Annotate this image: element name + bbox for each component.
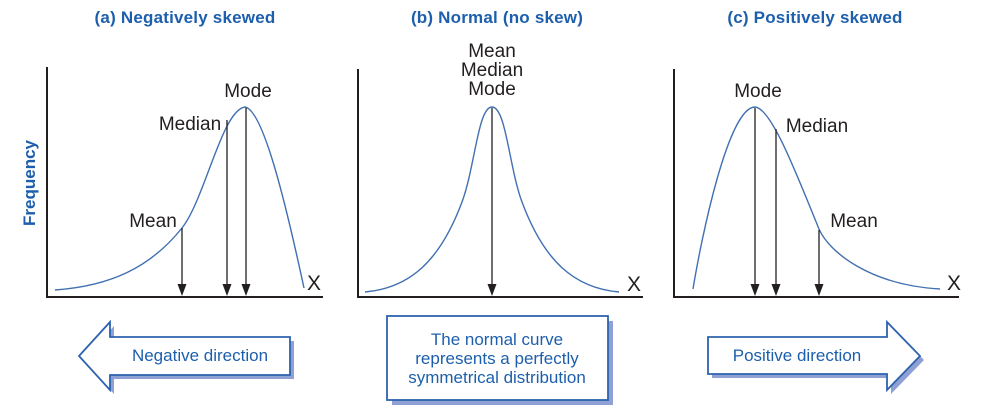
note-box bbox=[386, 315, 609, 401]
x-axis-label: X bbox=[947, 272, 961, 295]
density-curve bbox=[54, 106, 305, 291]
median-label: Median bbox=[159, 114, 221, 135]
negative-direction-callout: Negative direction bbox=[77, 319, 294, 394]
mode-marker-arrow bbox=[241, 108, 251, 296]
positive-direction-label: Positive direction bbox=[733, 346, 862, 365]
down-arrowhead-icon bbox=[750, 284, 760, 296]
median-marker-arrow bbox=[222, 120, 232, 296]
down-arrowhead-icon bbox=[222, 284, 232, 296]
median-label: Median bbox=[786, 116, 848, 137]
mode-label: Mode bbox=[224, 81, 272, 102]
mean-marker-arrow bbox=[177, 228, 187, 296]
panel-c-title: (c) Positively skewed bbox=[727, 8, 903, 27]
mean-label: Mean bbox=[830, 211, 878, 232]
down-arrowhead-icon bbox=[177, 284, 187, 296]
down-arrowhead-icon bbox=[814, 284, 824, 296]
density-curve bbox=[364, 106, 620, 293]
direction-callouts: Negative direction The normal curve repr… bbox=[77, 315, 924, 405]
mean-label: Mean bbox=[129, 211, 177, 232]
mode-label: Mode bbox=[468, 79, 516, 100]
mean-label: Mean bbox=[468, 41, 516, 62]
note-line-3: symmetrical distribution bbox=[408, 368, 586, 387]
down-arrowhead-icon bbox=[241, 284, 251, 296]
down-arrowhead-icon bbox=[487, 284, 497, 296]
distribution-charts: Frequency Mean Median Mode X bbox=[20, 41, 961, 298]
frequency-axis-label: Frequency bbox=[20, 139, 39, 226]
down-arrowhead-icon bbox=[771, 284, 781, 296]
x-axis-label: X bbox=[627, 273, 641, 296]
x-axis-label: X bbox=[307, 272, 321, 295]
panel-a-title: (a) Negatively skewed bbox=[94, 8, 276, 27]
negative-direction-label: Negative direction bbox=[132, 346, 268, 365]
mean-marker-arrow bbox=[814, 230, 824, 296]
density-curve bbox=[692, 106, 941, 290]
positive-direction-callout: Positive direction bbox=[707, 319, 924, 394]
center-marker-arrow bbox=[487, 108, 497, 296]
panel-b-title: (b) Normal (no skew) bbox=[410, 8, 584, 27]
median-label: Median bbox=[461, 60, 523, 81]
left-arrow-icon bbox=[77, 319, 291, 393]
right-arrow-icon bbox=[707, 319, 922, 393]
median-marker-arrow bbox=[771, 129, 781, 296]
chart-normal: Mean Median Mode X bbox=[357, 41, 643, 298]
normal-curve-note: The normal curve represents a perfectly … bbox=[386, 315, 613, 405]
mode-label: Mode bbox=[734, 81, 782, 102]
mode-marker-arrow bbox=[750, 108, 760, 296]
note-line-2: represents a perfectly bbox=[415, 349, 579, 368]
chart-negatively-skewed: Frequency Mean Median Mode X bbox=[20, 67, 323, 298]
note-line-1: The normal curve bbox=[431, 330, 563, 349]
chart-positively-skewed: Mode Median Mean X bbox=[673, 69, 961, 298]
